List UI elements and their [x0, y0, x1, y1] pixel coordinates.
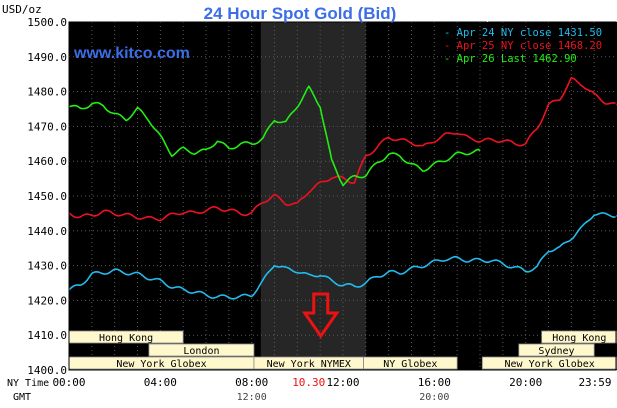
market-bar — [363, 356, 458, 370]
legend-entry-2: - Apr 25 NY close 1468.20 — [444, 40, 602, 52]
y-tick-label: 1400.0 — [27, 364, 67, 377]
y-tick-label: 1480.0 — [27, 86, 67, 99]
market-bar — [518, 343, 595, 357]
legend-entry-1: - Apr 24 NY close 1431.50 — [444, 27, 602, 39]
y-tick-label: 1460.0 — [27, 155, 67, 168]
series-line-3 — [68, 85, 481, 187]
x-tick-label: 04:00 — [144, 376, 177, 389]
y-axis-label: USD/oz — [2, 3, 42, 16]
date-stamp: April 26, 2013 23:59 — [480, 10, 612, 23]
highlight-time-label: 10.30 — [292, 376, 325, 389]
market-label: New York Globex — [116, 359, 206, 370]
x-tick-label: 20:00 — [509, 376, 542, 389]
x-tick-label: 00:00 — [52, 376, 85, 389]
x-row-label: NY Time — [7, 378, 49, 389]
gmt-tick-label: 12:00 — [237, 392, 267, 403]
x-tick-label: 23:59 — [578, 376, 611, 389]
x-tick-label: 16:00 — [418, 376, 451, 389]
market-bar — [148, 343, 255, 357]
down-arrow-icon — [301, 292, 340, 339]
market-label: London — [183, 346, 219, 357]
site-url: www.kitco.com — [73, 45, 190, 62]
market-bar — [541, 330, 617, 344]
market-label: New York Globex — [504, 359, 594, 370]
x-row2-label: GMT — [13, 392, 31, 403]
legend-entry-3: - Apr 26 Last 1462.90 — [444, 53, 577, 65]
y-tick-label: 1450.0 — [27, 190, 67, 203]
y-tick-label: 1470.0 — [27, 120, 67, 133]
x-tick-label: 12:00 — [326, 376, 359, 389]
y-tick-label: 1500.0 — [27, 16, 67, 29]
series-line-1 — [68, 212, 617, 300]
plot-border — [68, 21, 617, 371]
y-tick-label: 1430.0 — [27, 260, 67, 273]
y-tick-label: 1410.0 — [27, 329, 67, 342]
x-tick-label: 08:00 — [235, 376, 268, 389]
y-tick-label: 1440.0 — [27, 225, 67, 238]
market-label: Hong Kong — [552, 333, 606, 344]
market-label: NY Globex — [383, 359, 437, 370]
y-tick-label: 1490.0 — [27, 51, 67, 64]
market-label: Sydney — [538, 346, 574, 357]
chart-title: 24 Hour Spot Gold (Bid) — [204, 4, 397, 23]
market-label: New York NYMEX — [267, 359, 351, 370]
gmt-tick-label: 20:00 — [419, 392, 449, 403]
market-label: Hong Kong — [99, 333, 153, 344]
series-line-2 — [68, 76, 617, 222]
y-tick-label: 1420.0 — [27, 294, 67, 307]
